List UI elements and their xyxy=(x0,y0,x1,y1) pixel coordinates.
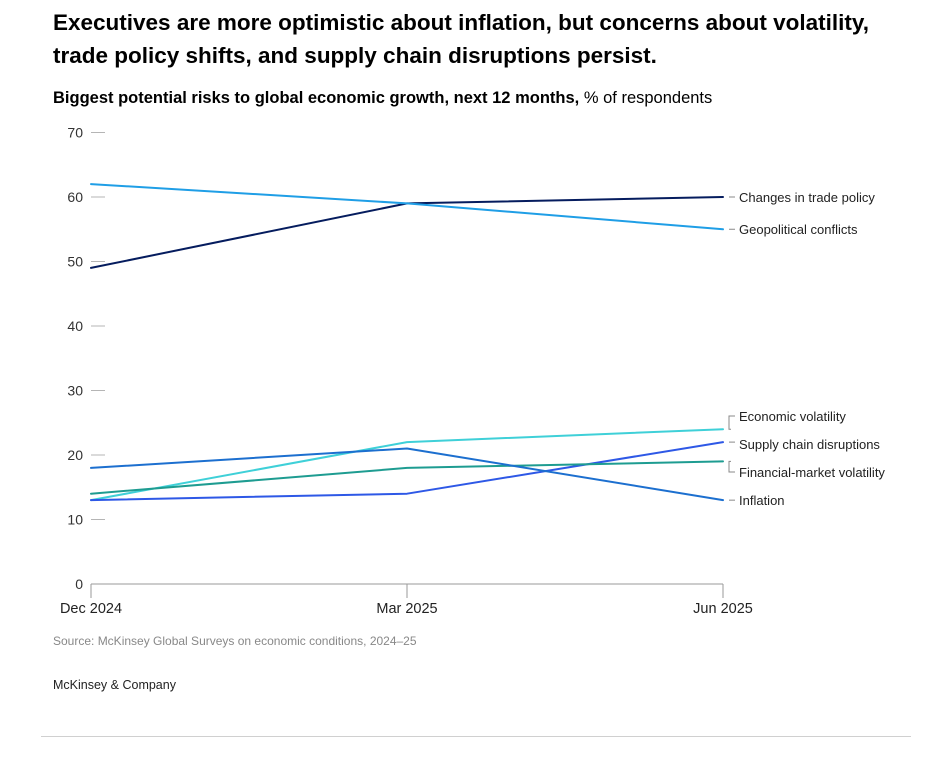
brand-name: McKinsey & Company xyxy=(53,678,176,692)
y-tick-label-0: 0 xyxy=(75,576,83,592)
series-label-supply-chain-disruptions: Supply chain disruptions xyxy=(739,437,880,452)
series-line-financial-market-volatility xyxy=(90,460,724,495)
series-line-geopolitical-conflicts xyxy=(90,183,724,231)
label-leader-financial-market-volatility xyxy=(728,460,735,473)
subtitle-bold: Biggest potential risks to global econom… xyxy=(53,89,580,107)
y-tick-label-30: 30 xyxy=(67,383,83,399)
chart-title: Executives are more optimistic about inf… xyxy=(53,10,869,68)
series-label-economic-volatility: Economic volatility xyxy=(739,409,846,424)
y-tick-label-40: 40 xyxy=(67,318,83,334)
series-line-changes-in-trade-policy xyxy=(90,196,724,269)
series-label-changes-in-trade-policy: Changes in trade policy xyxy=(739,190,875,205)
y-tick-label-60: 60 xyxy=(67,189,83,205)
x-tick-label-mar-2025: Mar 2025 xyxy=(376,601,437,617)
series-line-inflation xyxy=(90,447,724,502)
series-label-financial-market-volatility: Financial-market volatility xyxy=(739,465,885,480)
y-tick-label-10: 10 xyxy=(67,512,83,528)
series-label-geopolitical-conflicts: Geopolitical conflicts xyxy=(739,222,858,237)
y-tick-label-20: 20 xyxy=(67,447,83,463)
label-leader-economic-volatility xyxy=(728,415,735,430)
series-line-economic-volatility xyxy=(90,428,724,502)
y-tick-label-50: 50 xyxy=(67,254,83,270)
subtitle-unit: % of respondents xyxy=(583,89,713,107)
x-tick-label-jun-2025: Jun 2025 xyxy=(693,601,753,617)
series-label-inflation: Inflation xyxy=(739,493,785,508)
series-line-supply-chain-disruptions xyxy=(90,441,724,502)
footer-divider xyxy=(41,736,911,737)
source-note: Source: McKinsey Global Surveys on econo… xyxy=(53,634,417,648)
chart-subtitle: Biggest potential risks to global econom… xyxy=(53,87,712,109)
y-tick-label-70: 70 xyxy=(67,125,83,141)
x-tick-label-dec-2024: Dec 2024 xyxy=(60,601,122,617)
line-chart: 0 10 20 30 40 50 60 70 Dec 2024 Mar 2025 Jun 2025 C… xyxy=(60,125,885,618)
